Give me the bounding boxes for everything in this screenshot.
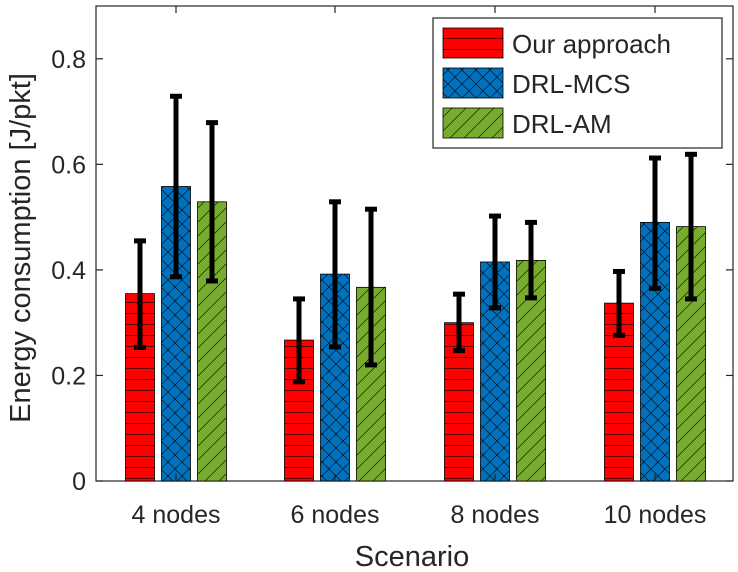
y-tick-label: 0.2 <box>51 362 86 390</box>
legend-swatch-hatch <box>442 27 504 59</box>
y-axis: 0 0.2 0.4 0.6 0.8 <box>51 46 733 496</box>
x-tick-label: 4 nodes <box>132 501 221 529</box>
y-tick-label: 0.4 <box>51 257 86 285</box>
legend-label: DRL-AM <box>512 109 612 139</box>
legend: Our approach DRL-MCS DRL-AM <box>432 17 723 149</box>
x-tick-label: 8 nodes <box>451 501 540 529</box>
legend-swatch-hatch <box>442 107 504 139</box>
legend-label: DRL-MCS <box>512 69 630 99</box>
y-axis-label: Energy consumption [J/pkt] <box>5 73 37 423</box>
x-axis-label: Scenario <box>355 541 469 572</box>
y-tick-label: 0.8 <box>51 46 86 74</box>
plot-area <box>95 5 734 482</box>
axes-frame <box>95 5 734 482</box>
y-tick-label: 0.6 <box>51 151 86 179</box>
x-tick-label: 10 nodes <box>604 501 707 529</box>
legend-label: Our approach <box>512 29 671 59</box>
legend-swatch-hatch <box>442 67 504 99</box>
x-tick-label: 6 nodes <box>291 501 380 529</box>
x-axis: 4 nodes 6 nodes 8 nodes 10 nodes <box>132 6 707 529</box>
y-tick-label: 0 <box>72 468 86 496</box>
